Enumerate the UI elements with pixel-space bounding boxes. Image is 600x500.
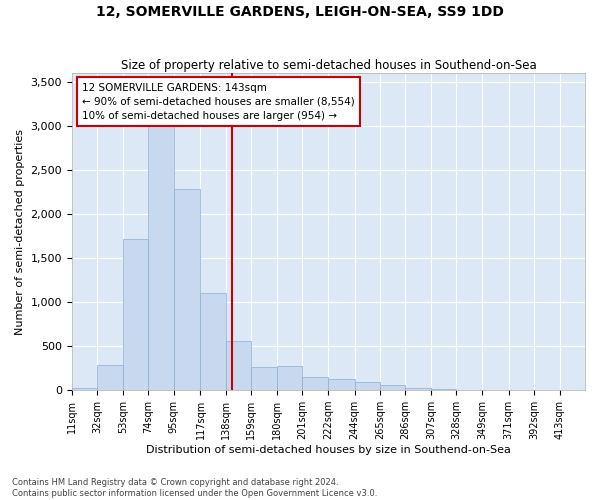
Bar — [277, 366, 302, 390]
Bar — [97, 364, 123, 390]
Bar — [251, 368, 277, 390]
Bar — [302, 377, 328, 390]
Bar — [355, 382, 380, 390]
Y-axis label: Number of semi-detached properties: Number of semi-detached properties — [15, 128, 25, 334]
Bar — [328, 379, 355, 390]
Bar — [72, 388, 97, 390]
Bar — [123, 238, 148, 390]
Title: Size of property relative to semi-detached houses in Southend-on-Sea: Size of property relative to semi-detach… — [121, 59, 536, 72]
Bar — [226, 341, 251, 390]
Text: Contains HM Land Registry data © Crown copyright and database right 2024.
Contai: Contains HM Land Registry data © Crown c… — [12, 478, 377, 498]
Bar — [380, 385, 406, 390]
Bar — [148, 122, 174, 390]
Bar — [200, 294, 226, 390]
Bar — [174, 188, 200, 390]
Bar — [406, 388, 431, 390]
Text: 12, SOMERVILLE GARDENS, LEIGH-ON-SEA, SS9 1DD: 12, SOMERVILLE GARDENS, LEIGH-ON-SEA, SS… — [96, 5, 504, 19]
Text: 12 SOMERVILLE GARDENS: 143sqm
← 90% of semi-detached houses are smaller (8,554)
: 12 SOMERVILLE GARDENS: 143sqm ← 90% of s… — [82, 82, 355, 120]
X-axis label: Distribution of semi-detached houses by size in Southend-on-Sea: Distribution of semi-detached houses by … — [146, 445, 511, 455]
